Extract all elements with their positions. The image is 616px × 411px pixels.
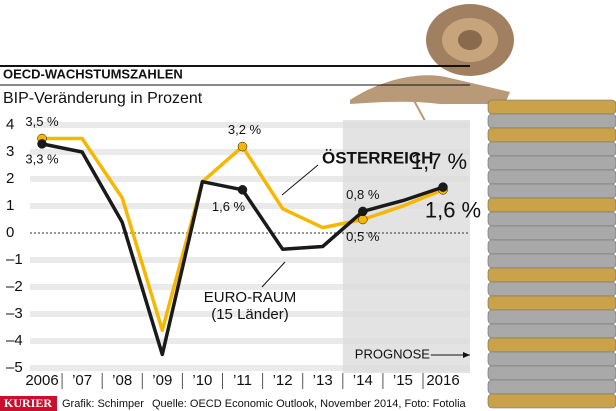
forecast-arrowhead <box>463 352 470 358</box>
coin <box>487 351 616 367</box>
data-label: 1,6 % <box>212 199 246 214</box>
x-tick-label: ’08 <box>112 372 132 389</box>
data-label: 0,8 % <box>346 187 380 202</box>
coin <box>487 155 616 171</box>
point <box>358 206 368 217</box>
leader <box>261 261 286 288</box>
credit: Grafik: Schimper <box>62 398 144 410</box>
snail-illustration <box>350 4 514 131</box>
point <box>438 182 448 192</box>
data-label: 3,3 % <box>25 151 59 166</box>
source: Quelle: OECD Economic Outlook, November … <box>152 398 467 410</box>
coin <box>487 127 616 143</box>
chart-subtitle: BIP-Veränderung in Prozent <box>3 90 203 107</box>
y-tick-label: 3 <box>6 143 14 160</box>
point <box>37 139 47 149</box>
coin <box>487 239 616 255</box>
coin <box>487 113 616 129</box>
x-tick-label: ’11 <box>233 372 252 389</box>
x-tick-label: ’09 <box>152 372 172 389</box>
coin <box>487 309 616 325</box>
coin <box>487 197 616 213</box>
y-tick-label: –2 <box>6 278 23 295</box>
data-label: 3,5 % <box>25 114 59 129</box>
y-tick-label: –5 <box>6 359 23 376</box>
data-label: 1,6 % <box>425 198 481 223</box>
x-tick-label: ’07 <box>72 372 92 389</box>
x-tick-label: ’14 <box>353 372 373 389</box>
data-label: 0,5 % <box>346 229 380 244</box>
y-tick-label: 0 <box>6 224 14 241</box>
x-tick-label: 2016 <box>426 372 459 389</box>
x-tick-label: ’10 <box>192 372 212 389</box>
y-tick-label: –4 <box>6 332 23 349</box>
coin <box>487 281 616 297</box>
series-sublabel: (15 Länder) <box>211 306 289 323</box>
coin <box>487 393 616 409</box>
coin <box>487 295 616 311</box>
coin <box>487 141 616 157</box>
coin <box>487 337 616 353</box>
y-tick-label: –1 <box>6 251 23 268</box>
coin <box>487 225 616 241</box>
data-label: 1,7 % <box>411 149 467 174</box>
y-tick-label: 4 <box>6 116 14 133</box>
coin <box>487 323 616 339</box>
coin <box>487 99 616 115</box>
series-label: ÖSTERREICH <box>322 148 433 167</box>
x-tick-label: ’12 <box>273 372 293 389</box>
data-label: 3,2 % <box>228 122 262 137</box>
y-tick-label: 2 <box>6 170 14 187</box>
forecast-label: PROGNOSE <box>355 346 430 361</box>
coin <box>487 267 616 283</box>
x-tick-label: ’13 <box>313 372 333 389</box>
coin <box>487 183 616 199</box>
coin <box>487 253 616 269</box>
coin-stack <box>487 99 616 409</box>
y-tick-label: 1 <box>6 197 14 214</box>
coin <box>487 169 616 185</box>
leader <box>281 164 319 196</box>
brand-box <box>0 396 57 411</box>
y-tick-label: –3 <box>6 305 23 322</box>
forecast-region <box>342 120 470 373</box>
coin <box>487 211 616 227</box>
x-tick-label: 2006 <box>25 372 58 389</box>
point <box>237 141 248 152</box>
brand: KURIER <box>4 396 52 410</box>
coin <box>487 379 616 395</box>
coin <box>487 365 616 381</box>
x-tick-label: ’15 <box>393 372 413 389</box>
series-label: EURO-RAUM <box>204 289 297 306</box>
chart-title: OECD-WACHSTUMSZAHLEN <box>3 66 183 81</box>
point <box>237 185 248 195</box>
